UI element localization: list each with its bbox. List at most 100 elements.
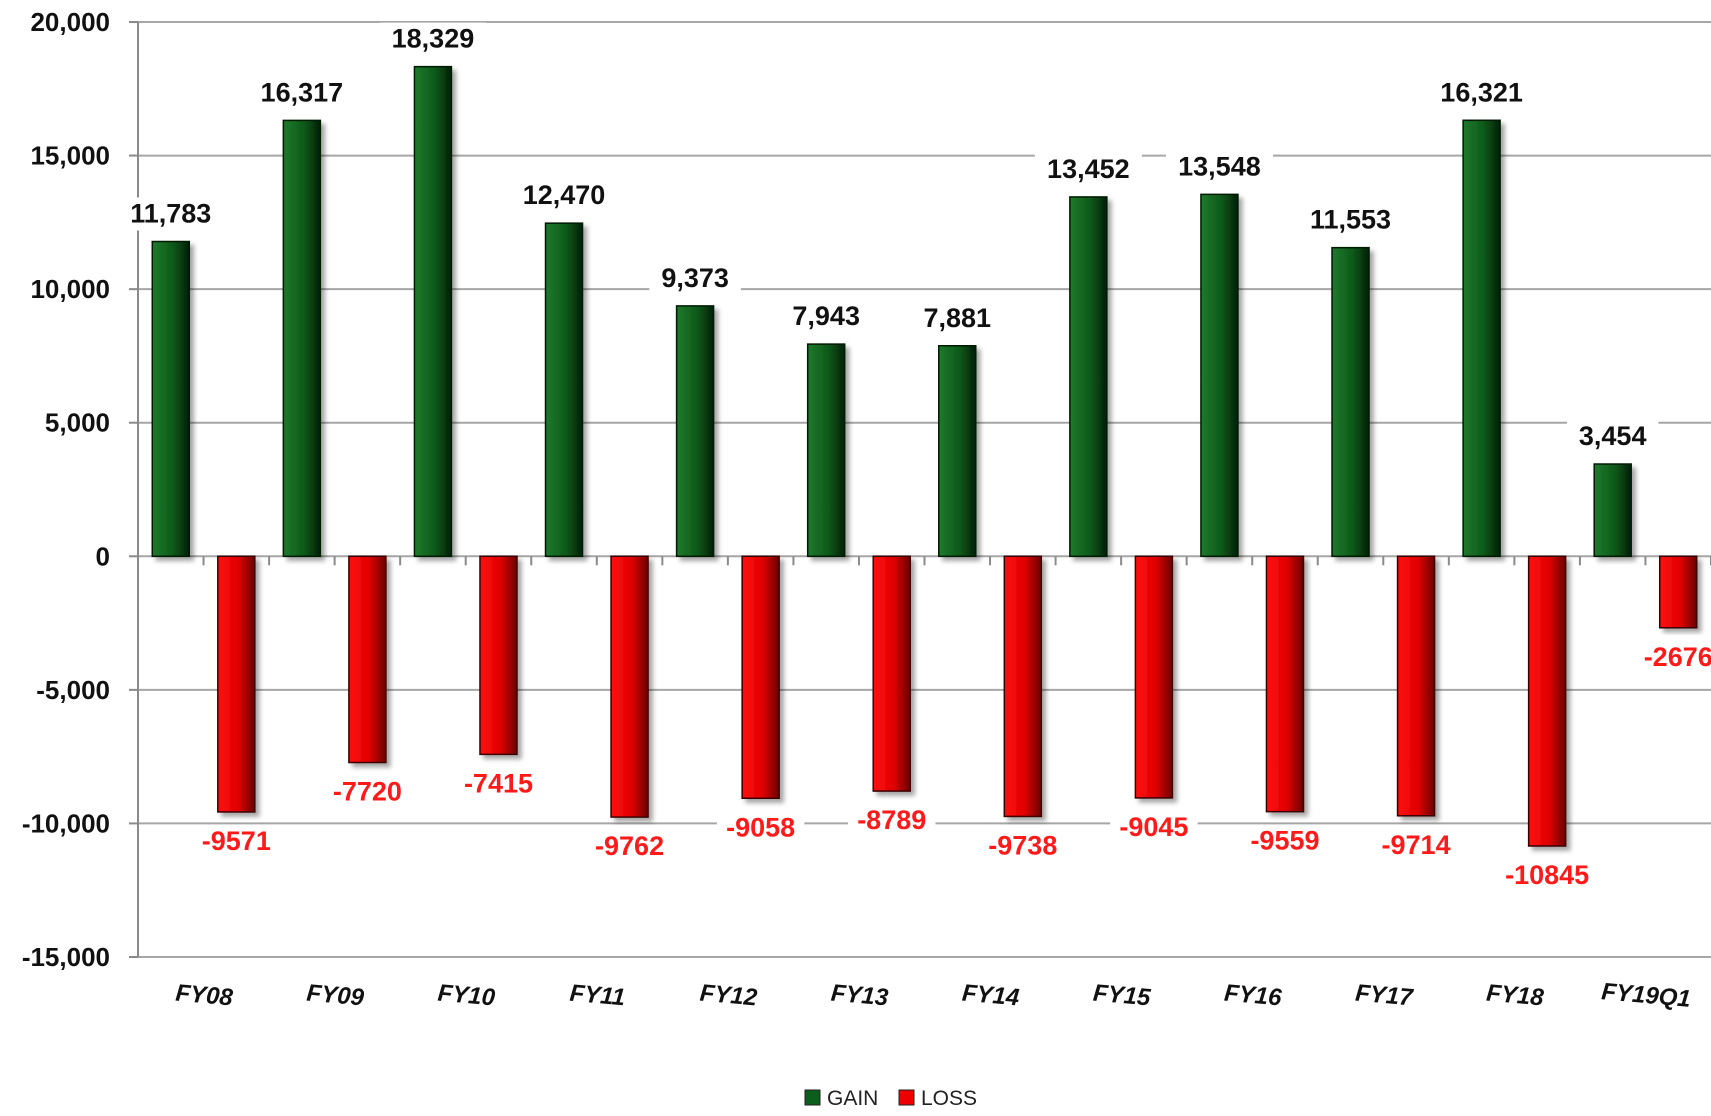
gain-data-label: 16,321 xyxy=(1440,77,1523,107)
loss-bar xyxy=(741,555,780,800)
loss-bar xyxy=(1134,555,1174,799)
legend-swatch-loss xyxy=(898,1089,915,1106)
x-tick-label: FY08 xyxy=(174,980,234,1012)
y-tick-label: 15,000 xyxy=(30,141,110,171)
loss-data-label: -9045 xyxy=(1119,812,1188,842)
legend: GAIN LOSS xyxy=(804,1087,977,1110)
gain-bar xyxy=(1593,463,1632,558)
gain-label-bg xyxy=(248,76,356,110)
gain-label-bg xyxy=(379,22,487,56)
legend-label-loss: LOSS xyxy=(921,1087,977,1110)
gain-data-label: 7,881 xyxy=(923,303,991,333)
axes: 20,000 15,000 10,000 5,000 0 -5,000 -10,000 -15… xyxy=(22,7,1711,1013)
loss-bar xyxy=(610,555,649,818)
gain-data-label: 11,553 xyxy=(1310,205,1391,235)
gain-bar xyxy=(1331,246,1370,558)
data-labels: 11,783 -9571 16,317 -7720 18,329 -7415 12,470 -… xyxy=(117,22,1711,893)
x-tick-label: FY11 xyxy=(569,980,627,1012)
y-tick-label: -5,000 xyxy=(36,675,110,705)
gain-label-bg xyxy=(1428,76,1536,110)
gain-bar xyxy=(413,65,453,558)
x-tick-label: FY10 xyxy=(437,980,497,1012)
gain-bar xyxy=(151,240,191,558)
gain-label-bg xyxy=(117,197,225,231)
y-tick-label: 20,000 xyxy=(30,7,110,37)
gain-data-label: 12,470 xyxy=(523,180,606,210)
loss-label-bg xyxy=(716,811,805,845)
x-tick-label: FY14 xyxy=(961,980,1021,1012)
y-tick-label: -15,000 xyxy=(22,942,110,972)
gain-data-label: 16,317 xyxy=(261,77,344,107)
loss-label-bg xyxy=(585,830,674,864)
loss-label-bg xyxy=(979,829,1067,863)
loss-label-bg xyxy=(1495,859,1599,893)
loss-bar xyxy=(1658,555,1698,629)
x-tick-label: FY15 xyxy=(1092,980,1152,1012)
x-tick-label: FY19Q1 xyxy=(1600,978,1691,1013)
loss-data-label: -9559 xyxy=(1250,826,1319,856)
loss-data-label: -7415 xyxy=(464,768,533,798)
loss-bar xyxy=(1527,555,1567,847)
y-tick-label: 5,000 xyxy=(45,408,110,438)
loss-data-label: -9738 xyxy=(988,830,1057,860)
loss-label-bg xyxy=(454,767,543,801)
loss-data-label: -7720 xyxy=(333,777,402,807)
loss-bar xyxy=(479,555,518,756)
loss-label-bg xyxy=(1634,640,1711,674)
gain-data-label: 11,783 xyxy=(130,199,211,229)
loss-bar xyxy=(348,555,387,764)
x-tick-label: FY12 xyxy=(699,980,759,1012)
gain-label-bg xyxy=(1566,420,1659,454)
y-tick-label: -10,000 xyxy=(22,808,110,838)
loss-label-bg xyxy=(847,804,936,838)
gain-bar xyxy=(1462,119,1501,558)
loss-data-label: -9571 xyxy=(202,826,271,856)
gain-label-bg xyxy=(510,179,618,213)
y-tick-label: 10,000 xyxy=(30,274,110,304)
gain-data-label: 7,943 xyxy=(792,301,860,331)
gain-data-label: 18,329 xyxy=(392,24,475,54)
x-tick-label: FY17 xyxy=(1354,980,1415,1012)
gain-label-bg xyxy=(1297,203,1405,237)
loss-label-bg xyxy=(192,824,281,858)
loss-label-bg xyxy=(1372,828,1460,862)
x-tick-label: FY13 xyxy=(830,980,890,1012)
loss-data-label: -8789 xyxy=(857,805,926,835)
gain-bar xyxy=(675,305,715,558)
bars xyxy=(151,65,1698,847)
gain-bar xyxy=(1200,193,1239,558)
loss-bar xyxy=(1003,555,1043,818)
gain-data-label: 13,548 xyxy=(1178,151,1261,181)
y-tick-label: 0 xyxy=(96,541,110,571)
x-tick-label: FY09 xyxy=(306,980,366,1012)
loss-data-label: -9058 xyxy=(726,812,795,842)
loss-bar xyxy=(1396,555,1436,817)
x-tick-label: FY18 xyxy=(1485,980,1545,1012)
gain-data-label: 13,452 xyxy=(1047,154,1130,184)
gain-bar xyxy=(282,119,322,558)
legend-swatch-gain xyxy=(804,1089,821,1106)
loss-data-label: -2676 xyxy=(1644,642,1711,672)
loss-label-bg xyxy=(1241,824,1329,858)
gain-bar xyxy=(1069,196,1108,558)
gain-label-bg xyxy=(1034,152,1142,186)
loss-data-label: -10845 xyxy=(1505,860,1589,890)
loss-data-label: -9714 xyxy=(1382,830,1451,860)
loss-bar xyxy=(872,555,911,792)
gain-bar xyxy=(806,343,846,558)
loss-label-bg xyxy=(1110,810,1198,844)
gain-label-bg xyxy=(649,261,741,295)
gain-data-label: 9,373 xyxy=(661,263,729,293)
loss-bar xyxy=(217,555,256,813)
loss-label-bg xyxy=(323,775,412,809)
gain-bar xyxy=(544,222,584,558)
gain-label-bg xyxy=(780,300,872,334)
gain-bar xyxy=(938,345,977,558)
loss-data-label: -9762 xyxy=(595,831,664,861)
x-tick-label: FY16 xyxy=(1223,980,1283,1012)
loss-bar xyxy=(1265,555,1305,813)
gain-label-bg xyxy=(1165,150,1273,184)
gain-data-label: 3,454 xyxy=(1579,421,1647,451)
